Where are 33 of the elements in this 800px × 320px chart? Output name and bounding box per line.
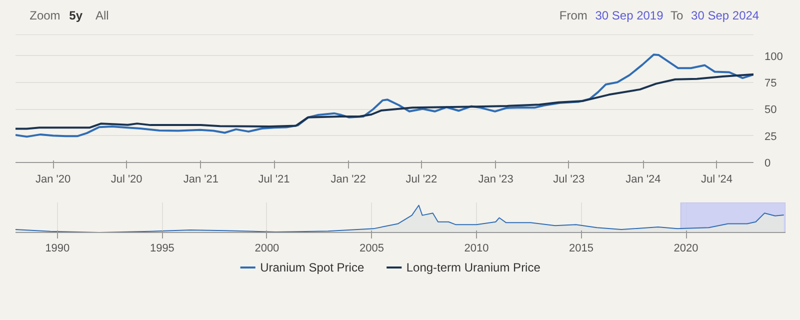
x-tick-label: Jul '23 [553, 174, 585, 186]
y-tick-label: 100 [764, 50, 783, 63]
x-tick-label: Jan '22 [330, 174, 366, 186]
text: 30 Sep 2019 [595, 8, 664, 22]
x-tick-label: Jan '24 [626, 174, 661, 186]
text: 5y [69, 8, 83, 22]
x-tick-label: Jul '21 [258, 174, 290, 186]
x-tick-label: Jan '23 [478, 174, 514, 186]
x-tick-label: 2000 [254, 242, 280, 254]
text: Zoom [30, 8, 60, 22]
x-tick-label: Jan '20 [36, 174, 71, 186]
text: From [559, 8, 588, 22]
y-tick-label: 0 [764, 158, 771, 170]
legend-label: Uranium Spot Price [260, 260, 364, 274]
x-tick-label: 2020 [674, 242, 698, 254]
line-series [16, 73, 754, 130]
x-tick-label: Jul '24 [701, 174, 732, 186]
y-tick-label: 75 [764, 78, 777, 90]
text: To [670, 8, 684, 22]
x-tick-label: 1995 [150, 242, 174, 254]
x-tick-label: Jul '22 [406, 174, 438, 186]
x-tick-label: 2005 [360, 242, 384, 254]
text: 30 Sep 2024 [691, 8, 760, 22]
y-tick-label: 25 [764, 130, 777, 143]
x-tick-label: 2010 [464, 242, 489, 254]
x-tick-label: 2015 [569, 242, 594, 254]
text: All [96, 8, 109, 22]
x-tick-label: 1990 [45, 242, 70, 254]
x-tick-label: Jan '21 [183, 174, 218, 186]
line-series [16, 54, 754, 138]
y-tick-label: 50 [764, 104, 777, 116]
legend-label: Long-term Uranium Price [406, 260, 541, 274]
x-tick-label: Jul '20 [110, 174, 142, 186]
